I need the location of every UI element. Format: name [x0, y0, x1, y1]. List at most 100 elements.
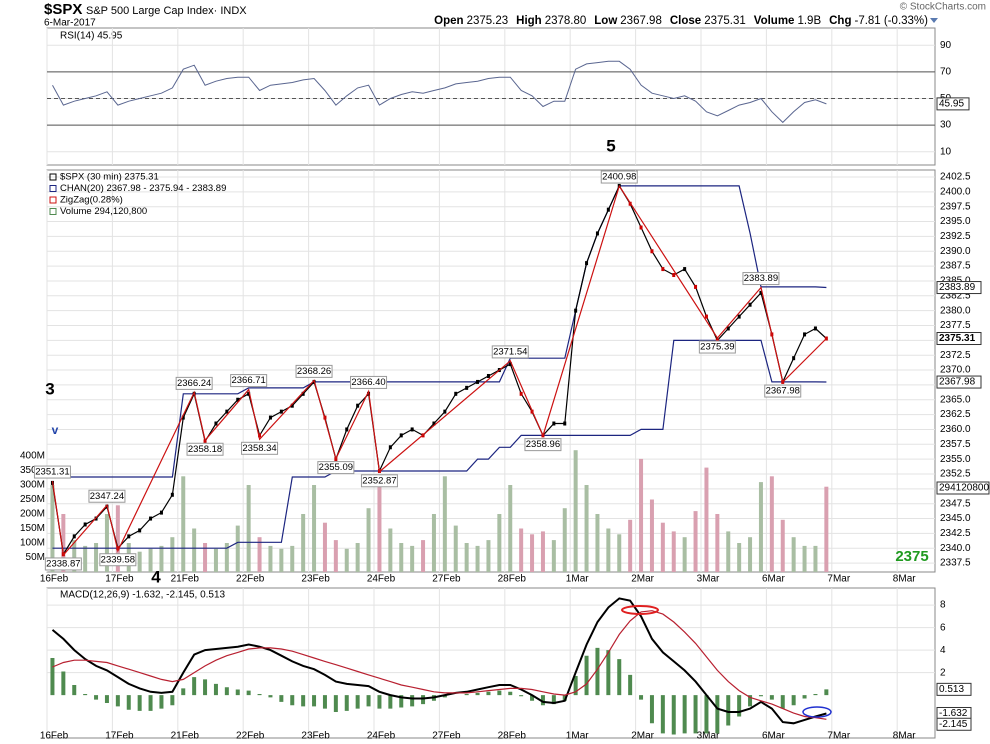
quote-label: Chg	[829, 15, 851, 27]
rsi-line	[52, 60, 827, 124]
pivot-box	[524, 438, 562, 452]
volume-last-box	[936, 481, 990, 495]
macd-histogram-bar	[704, 695, 709, 734]
volume-bar	[410, 545, 415, 572]
quote-label: Low	[594, 15, 617, 27]
price-candle	[443, 409, 447, 414]
channel-upper	[52, 185, 827, 478]
volume-bar	[83, 545, 88, 572]
wave-annotation: 2375	[895, 548, 928, 565]
volume-bar	[61, 514, 66, 572]
volume-bar	[213, 548, 218, 572]
volume-tick-label: 200M	[20, 509, 45, 520]
price-candle	[454, 391, 458, 396]
price-candle	[432, 421, 436, 426]
macd-histogram-bar	[562, 695, 567, 701]
legend-entry: CHAN(20) 2367.98 - 2375.94 - 2383.89	[60, 183, 226, 194]
price-candle	[606, 207, 610, 212]
macd-histogram-bar	[737, 695, 742, 717]
pivot-label: 2338.87	[46, 558, 80, 569]
volume-bar	[508, 485, 513, 572]
macd-histogram-bar	[61, 671, 66, 696]
y-tick-label: 2392.5	[940, 231, 971, 242]
volume-last-label: 294120800	[939, 483, 989, 494]
price-candle	[410, 427, 414, 432]
price-candle	[138, 528, 142, 533]
volume-bar	[617, 534, 622, 572]
volume-bar	[715, 514, 720, 572]
y-tick-label: 2395.0	[940, 216, 971, 227]
legend-swatch	[49, 173, 57, 181]
x-tick-label: 1Mar	[566, 574, 589, 585]
price-candle	[301, 391, 305, 396]
menu-icon[interactable]	[930, 18, 938, 23]
price-candle	[268, 415, 272, 420]
legend-entry: ZigZag(0.28%)	[60, 195, 123, 206]
pivot-box	[317, 461, 355, 475]
quote-value: -7.81 (-0.33%)	[854, 15, 928, 27]
volume-bar	[704, 467, 709, 572]
y-tick-label: 2397.5	[940, 201, 971, 212]
volume-bar	[628, 519, 633, 572]
macd-line	[51, 597, 827, 725]
rsi-last-label: 45.95	[939, 99, 964, 110]
volume-bar	[94, 543, 99, 572]
pivot-box	[44, 557, 82, 571]
x-tick-label: 7Mar	[827, 731, 850, 742]
pivot-box	[491, 345, 529, 359]
price-candle	[181, 415, 185, 420]
price-candle	[225, 409, 229, 414]
quote-value: 2367.98	[620, 15, 662, 27]
x-tick-label: 1Mar	[566, 731, 589, 742]
macd-histogram-bar	[246, 690, 251, 696]
price-candle	[726, 326, 730, 331]
macd-histogram-bar	[606, 650, 611, 696]
macd-histogram-bar	[508, 691, 513, 696]
pivot-box	[764, 384, 802, 398]
macd-last-label: -2.145	[939, 719, 968, 730]
volume-bar	[584, 485, 589, 572]
right-label: 2375.31	[939, 333, 976, 344]
macd-histogram-bar	[693, 695, 698, 734]
y-tick-label: 8	[940, 600, 946, 611]
macd-histogram-bar	[104, 695, 109, 704]
right-label-box	[936, 332, 982, 346]
x-tick-label: 27Feb	[432, 731, 461, 742]
pivot-box	[742, 272, 780, 286]
price-candle	[399, 433, 403, 438]
volume-bar	[388, 528, 393, 572]
x-tick-label: 21Feb	[171, 731, 200, 742]
macd-last-box	[936, 717, 972, 731]
price-candle	[737, 314, 741, 319]
quote-label: Volume	[754, 15, 795, 27]
volume-bar	[737, 543, 742, 572]
x-tick-label: 27Feb	[432, 574, 461, 585]
volume-bar	[203, 543, 208, 572]
macd-histogram-bar	[410, 695, 415, 707]
macd-histogram-bar	[268, 695, 273, 698]
y-tick-label: 90	[940, 40, 952, 51]
macd-histogram-bar	[595, 647, 600, 696]
y-tick-label: 2347.5	[940, 498, 971, 509]
x-tick-label: 2Mar	[631, 731, 654, 742]
quote: Open 2375.23 High 2378.80 Low 2367.98 Close 237…	[434, 15, 928, 27]
y-tick-label: 2355.0	[940, 454, 971, 465]
price-line	[51, 184, 827, 556]
macd-histogram-bar	[388, 695, 393, 709]
y-tick-label: 2380.0	[940, 305, 971, 316]
pivot-label: 2358.96	[526, 439, 560, 450]
volume-bar	[322, 522, 327, 572]
wave-annotation: 3	[45, 379, 54, 398]
macd-histogram-bar	[540, 695, 545, 706]
volume-bar	[235, 525, 240, 572]
macd-histogram-bar	[213, 683, 218, 696]
pivot-box	[241, 441, 279, 455]
macd-histogram-bar	[748, 695, 753, 707]
x-tick-label: 3Mar	[697, 574, 720, 585]
volume-bar	[758, 482, 763, 572]
macd-last-label: -1.632	[939, 708, 968, 719]
price-candle	[345, 427, 349, 432]
y-tick-label: 2377.5	[940, 320, 971, 331]
volume-bar	[137, 551, 142, 572]
